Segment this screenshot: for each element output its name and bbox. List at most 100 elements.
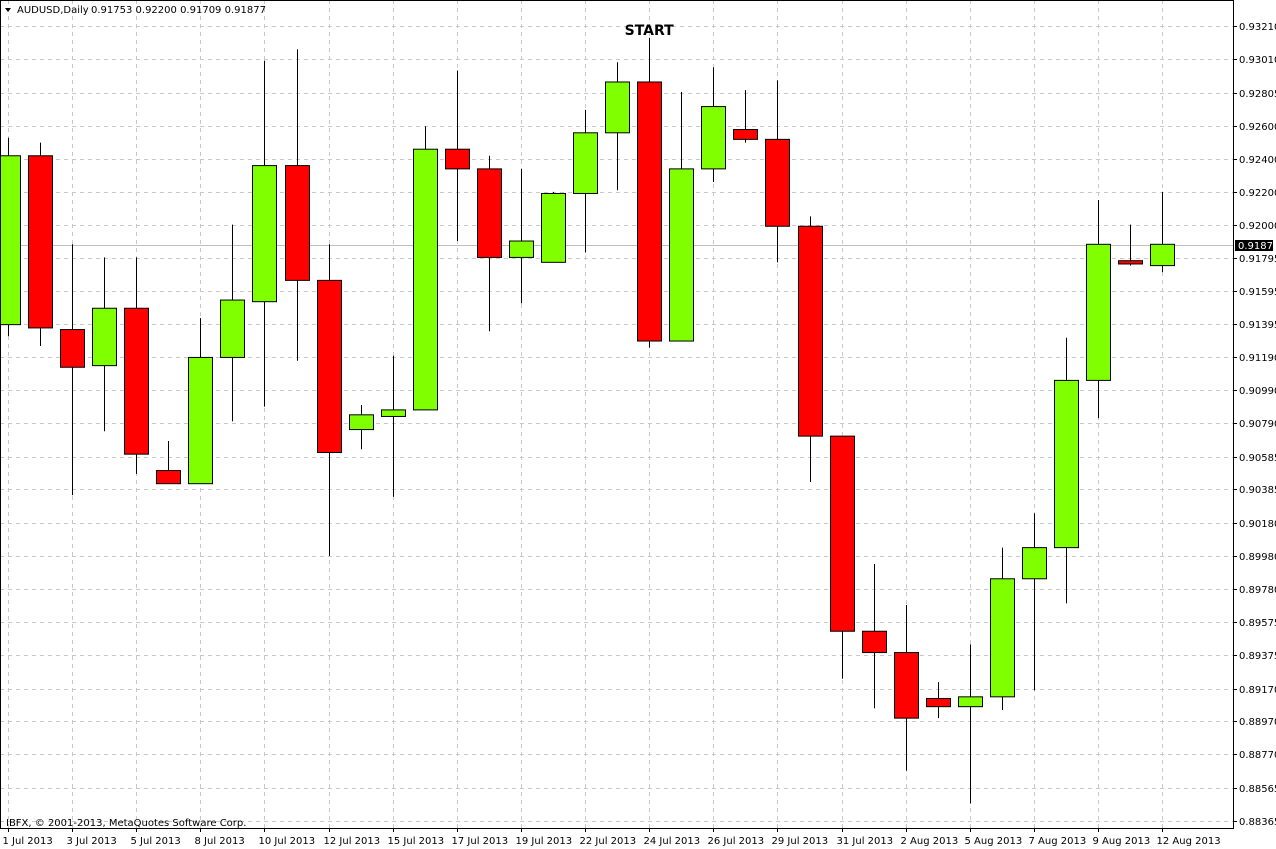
- x-tick-label: 19 Jul 2013: [516, 836, 573, 847]
- candle-body: [798, 225, 823, 437]
- bull-candle: [1054, 337, 1079, 604]
- x-tick-label: 1 Jul 2013: [3, 836, 53, 847]
- bear-candle: [926, 682, 951, 719]
- candle-body: [60, 329, 85, 368]
- candle-body: [830, 435, 855, 632]
- x-tick-label: 2 Aug 2013: [901, 836, 959, 847]
- candle-body: [701, 106, 726, 170]
- bear-candle: [60, 244, 85, 496]
- bull-candle: [413, 126, 438, 411]
- candle-body: [188, 356, 213, 485]
- x-tick-label: 26 Jul 2013: [708, 836, 765, 847]
- bear-candle: [317, 244, 342, 556]
- y-tick-label: 0.92200: [1239, 188, 1276, 199]
- y-tick-label: 0.89375: [1239, 651, 1276, 662]
- y-tick-label: 0.91595: [1239, 287, 1276, 298]
- candle-body: [413, 148, 438, 411]
- candle-body: [1118, 260, 1143, 265]
- candle-body: [477, 168, 502, 258]
- bear-candle: [862, 564, 887, 709]
- candle-body: [733, 129, 758, 140]
- x-tick-label: 17 Jul 2013: [452, 836, 509, 847]
- y-tick-label: 0.92805: [1239, 89, 1276, 100]
- bear-candle: [477, 155, 502, 332]
- x-tick-label: 7 Aug 2013: [1029, 836, 1087, 847]
- candle-body: [605, 81, 630, 134]
- candle-body: [220, 299, 245, 358]
- bear-candle: [156, 441, 181, 485]
- bull-candle: [92, 257, 117, 432]
- candle-body: [1054, 379, 1079, 549]
- candle-body: [92, 307, 117, 367]
- bull-candle: [188, 318, 213, 485]
- bear-candle: [733, 90, 758, 143]
- bull-candle: [541, 191, 566, 263]
- chart-ohlc: 0.91753 0.92200 0.91709 0.91877: [91, 5, 266, 16]
- bear-candle: [445, 70, 470, 242]
- bear-candle: [124, 257, 149, 474]
- y-tick-label: 0.89575: [1239, 618, 1276, 629]
- candle-body: [958, 696, 983, 708]
- candle-body: [990, 578, 1015, 698]
- candle-body: [445, 148, 470, 170]
- x-tick-label: 10 Jul 2013: [259, 836, 316, 847]
- candle-body: [252, 165, 277, 303]
- candle-body: [1086, 243, 1111, 381]
- y-tick-label: 0.88365: [1239, 817, 1276, 828]
- x-tick-label: 24 Jul 2013: [644, 836, 701, 847]
- bear-candle: [285, 49, 310, 361]
- x-tick-label: 5 Jul 2013: [131, 836, 181, 847]
- candle-body: [317, 279, 342, 454]
- candle-body: [1150, 243, 1175, 267]
- candle-body: [381, 409, 406, 417]
- bull-candle: [605, 62, 630, 191]
- bull-candle: [1150, 191, 1175, 273]
- candle-body: [28, 155, 53, 329]
- bull-candle: [381, 355, 406, 497]
- x-tick-label: 29 Jul 2013: [772, 836, 829, 847]
- candle-body: [637, 81, 662, 342]
- candle-body: [285, 165, 310, 281]
- x-axis: 1 Jul 2013 3 Jul 2013 5 Jul 2013 8 Jul 2013…: [3, 828, 1221, 847]
- candle-layer: [0, 37, 1175, 804]
- bull-candle: [958, 644, 983, 804]
- candle-body: [926, 697, 951, 708]
- candle-body: [894, 652, 919, 719]
- bull-candle: [252, 60, 277, 407]
- start-annotation: START: [625, 23, 675, 39]
- candle-body: [509, 240, 534, 258]
- x-tick-label: 3 Jul 2013: [67, 836, 117, 847]
- bear-candle: [1118, 224, 1143, 266]
- bull-candle: [1022, 513, 1047, 691]
- x-tick-label: 12 Jul 2013: [324, 836, 381, 847]
- bear-candle: [894, 605, 919, 771]
- candle-body: [573, 132, 598, 194]
- bull-candle: [0, 137, 21, 337]
- candle-body: [1022, 547, 1047, 580]
- candle-body: [124, 307, 149, 455]
- y-tick-label: 0.90585: [1239, 453, 1276, 464]
- candle-body: [541, 192, 566, 263]
- x-tick-label: 31 Jul 2013: [837, 836, 894, 847]
- x-tick-label: 12 Aug 2013: [1157, 836, 1221, 847]
- candle-body: [349, 414, 374, 431]
- current-price-tag: [1235, 240, 1273, 251]
- collapse-triangle-icon[interactable]: [5, 8, 11, 12]
- bear-candle: [637, 37, 662, 348]
- x-tick-label: 5 Aug 2013: [965, 836, 1023, 847]
- candle-body: [669, 168, 694, 342]
